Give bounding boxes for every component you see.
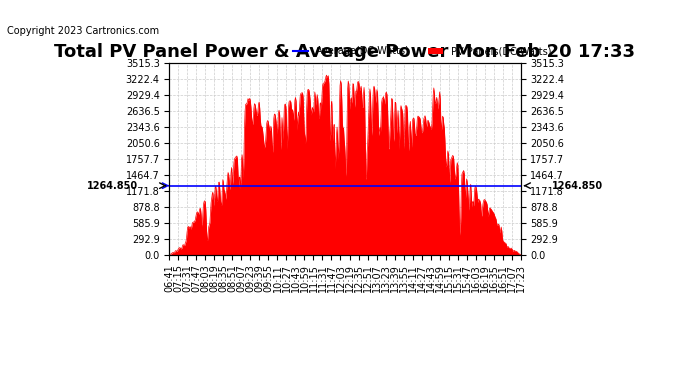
Text: 1264.850: 1264.850 bbox=[552, 181, 603, 190]
Legend: Average(DC Watts), PV Panels(DC Watts): Average(DC Watts), PV Panels(DC Watts) bbox=[290, 43, 555, 60]
Title: Total PV Panel Power & Average Power Mon Feb 20 17:33: Total PV Panel Power & Average Power Mon… bbox=[55, 43, 635, 61]
Text: Copyright 2023 Cartronics.com: Copyright 2023 Cartronics.com bbox=[7, 26, 159, 36]
Text: 1264.850: 1264.850 bbox=[87, 181, 138, 190]
